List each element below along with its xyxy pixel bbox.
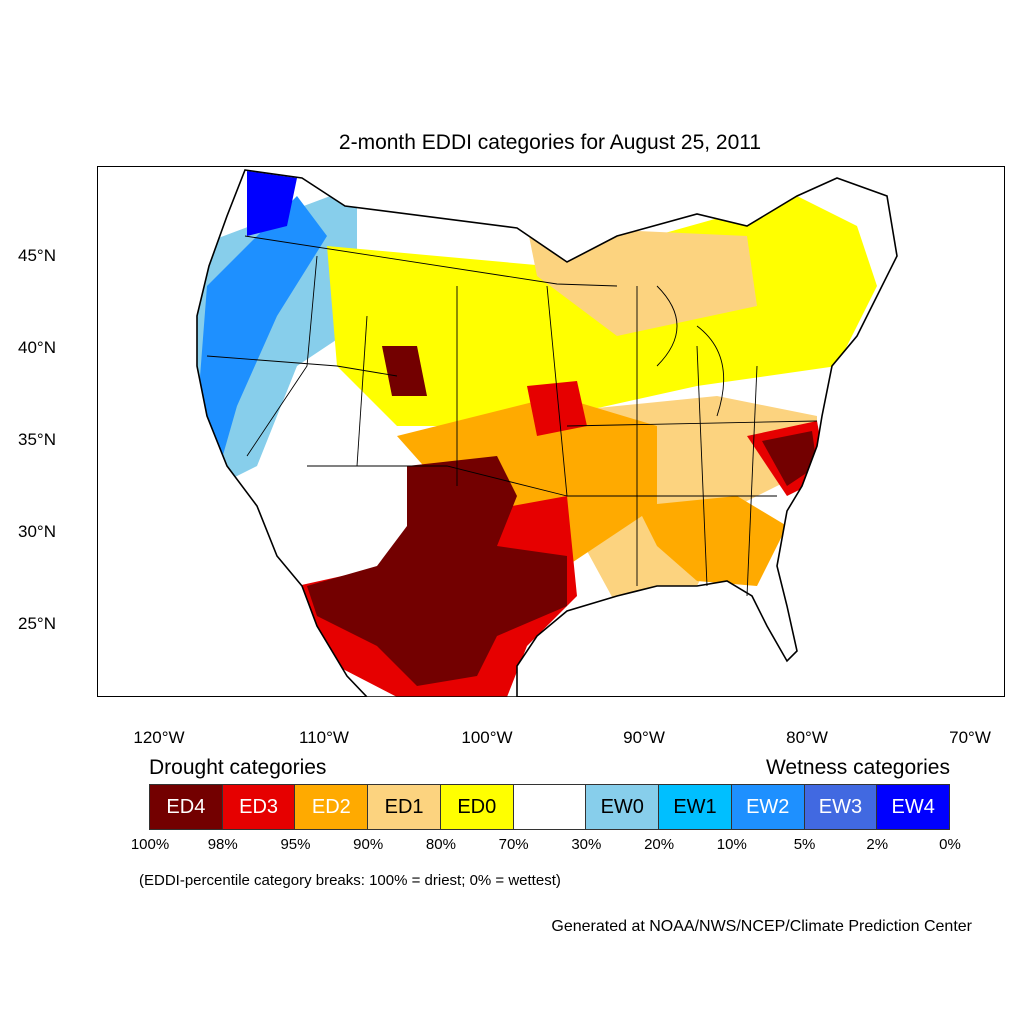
exceptional-region-wyoming bbox=[382, 346, 427, 396]
legend-swatch-ew1: EW1 bbox=[658, 784, 732, 830]
legend-swatch-ew3: EW3 bbox=[803, 784, 878, 830]
lat-label-35: 35°N bbox=[18, 430, 56, 449]
wet-region-west-extreme bbox=[247, 171, 297, 236]
severe-region-southeast bbox=[637, 496, 787, 586]
lat-label-25: 25°N bbox=[18, 614, 56, 633]
legend-swatch-ew0: EW0 bbox=[585, 784, 660, 830]
break-label: 2% bbox=[866, 836, 889, 853]
legend-swatch-ed3: ED3 bbox=[221, 784, 296, 830]
category-legend: ED4 ED3 ED2 ED1 ED0 EW0 EW1 EW2 EW3 EW4 bbox=[149, 784, 951, 830]
legend-swatch-ew2: EW2 bbox=[730, 784, 805, 830]
exceptional-region-texas bbox=[307, 456, 567, 686]
wet-region-west-strong bbox=[197, 196, 327, 476]
percentile-breaks: 100% 98% 95% 90% 80% 70% 30% 20% 10% 5% 2% 0% bbox=[131, 836, 961, 856]
break-label: 100% bbox=[130, 836, 170, 853]
break-label: 20% bbox=[644, 836, 675, 853]
credit-line: Generated at NOAA/NWS/NCEP/Climate Predi… bbox=[551, 918, 972, 935]
eddi-map bbox=[97, 166, 1005, 697]
break-label: 70% bbox=[498, 836, 529, 853]
break-label: 80% bbox=[425, 836, 456, 853]
lon-label-80: 80°W bbox=[786, 728, 828, 747]
break-label: 90% bbox=[353, 836, 384, 853]
break-label: 0% bbox=[939, 836, 961, 853]
legend-swatch-neutral bbox=[512, 784, 587, 830]
lat-label-40: 40°N bbox=[18, 338, 56, 357]
lon-label-120: 120°W bbox=[133, 728, 185, 747]
lat-label-45: 45°N bbox=[18, 246, 56, 265]
break-label: 95% bbox=[280, 836, 311, 853]
exceptional-region-nc bbox=[762, 431, 817, 486]
lon-label-110: 110°W bbox=[299, 728, 349, 747]
lon-label-90: 90°W bbox=[623, 728, 665, 747]
lon-label-100: 100°W bbox=[461, 728, 513, 747]
legend-swatch-ed2: ED2 bbox=[294, 784, 369, 830]
map-title: 2-month EDDI categories for August 25, 2… bbox=[338, 131, 762, 154]
lat-label-30: 30°N bbox=[18, 522, 56, 541]
break-label: 30% bbox=[571, 836, 602, 853]
legend-swatch-ed1: ED1 bbox=[367, 784, 441, 830]
severe-region-plains bbox=[397, 396, 657, 566]
drought-heading: Drought categories bbox=[149, 756, 327, 779]
category-note: (EDDI-percentile category breaks: 100% =… bbox=[139, 872, 561, 889]
break-label: 5% bbox=[793, 836, 816, 853]
state-borders bbox=[206, 235, 818, 597]
legend-swatch-ed0: ED0 bbox=[439, 784, 514, 830]
wetness-heading: Wetness categories bbox=[765, 756, 950, 779]
legend-swatch-ew4: EW4 bbox=[876, 784, 951, 830]
lon-label-70: 70°W bbox=[949, 728, 991, 747]
legend-swatch-ed4: ED4 bbox=[149, 784, 223, 830]
break-label: 10% bbox=[716, 836, 747, 853]
extreme-region-iowa bbox=[527, 381, 587, 436]
break-label: 98% bbox=[207, 836, 238, 853]
